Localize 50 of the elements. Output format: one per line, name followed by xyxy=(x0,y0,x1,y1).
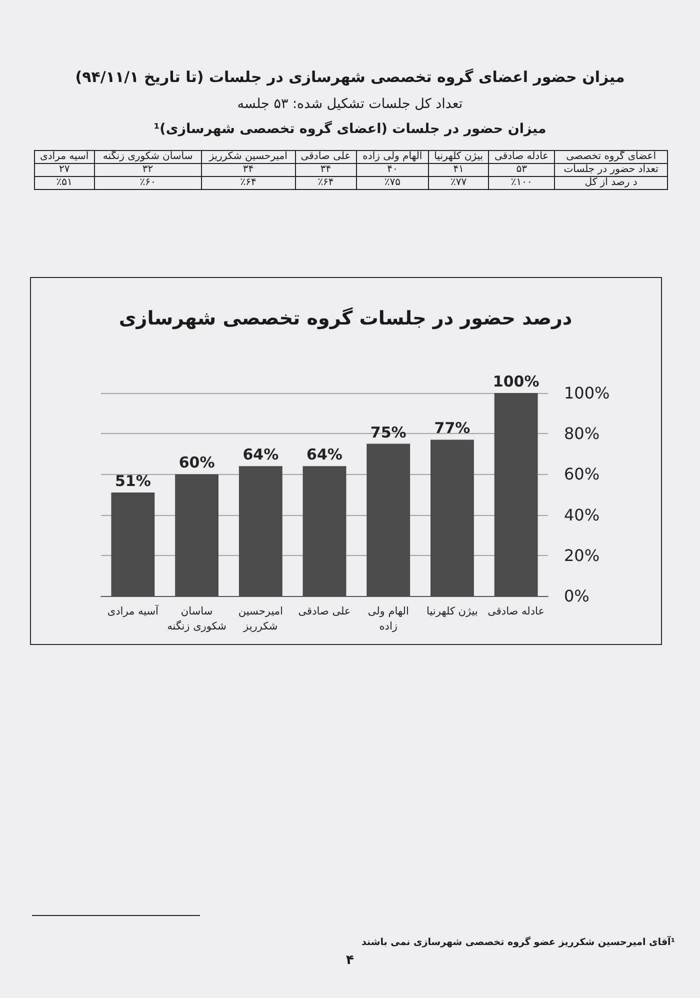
category-label: آسیه مرادی xyxy=(34,150,94,164)
data-label: ٪۶۴ xyxy=(201,176,296,190)
text: د رصد از کل xyxy=(554,176,668,190)
category-label: عادله صادقی xyxy=(488,150,555,164)
text: ¹آقای امیرحسین شکرریز عضو گروه تخصصی شهرسازی نمی باشند xyxy=(362,937,675,948)
data-label: 64% xyxy=(242,446,279,464)
x-tick-label: آسیه مرادی xyxy=(107,604,160,618)
text: ۴ xyxy=(345,953,355,968)
category-label: علی صادقی xyxy=(295,150,356,164)
text: میزان حضور اعضای گروه تخصصی شهرسازی در جلسات (تا تاریخ ۹۴/۱۱/۱) xyxy=(74,68,626,86)
category-label: بیژن کلهرنیا xyxy=(428,150,489,164)
data-label: 51% xyxy=(114,472,151,490)
data-label: 75% xyxy=(370,423,406,442)
data-label: ۳۴ xyxy=(295,164,356,176)
data-label: 77% xyxy=(434,419,470,438)
data-label: ۳۲ xyxy=(94,164,202,176)
category-label: ساسان شکوری زنگنه xyxy=(94,150,202,164)
data-label: ٪۱۰۰ xyxy=(488,176,555,190)
category-label: امیرحسین شکرریز xyxy=(201,150,296,164)
data-label: ٪۶۰ xyxy=(94,176,202,190)
data-label: ۵۳ xyxy=(488,164,555,176)
y-tick-label: 60% xyxy=(564,464,600,484)
y-tick-label: 0% xyxy=(564,586,590,606)
text: تعداد حضور در جلسات xyxy=(554,164,668,176)
y-tick-label: 80% xyxy=(564,424,600,444)
data-label: ٪۵۱ xyxy=(34,176,94,190)
y-tick-label: 100% xyxy=(564,384,610,402)
text: اعضای گروه تخصصی xyxy=(554,150,668,164)
data-label: ۳۴ xyxy=(201,164,296,176)
y-tick-label: 20% xyxy=(564,546,600,565)
data-label: 100% xyxy=(492,372,540,390)
data-label: 64% xyxy=(306,446,342,464)
data-label: ۴۱ xyxy=(428,164,489,176)
chart-title: درصد حضور در جلسات گروه تخصصی شهرسازی xyxy=(118,306,572,330)
data-label: ٪۷۵ xyxy=(356,176,429,190)
data-label: ٪۷۷ xyxy=(428,176,489,190)
text: تعداد کل جلسات تشکیل شده: ۵۳ جلسه xyxy=(236,96,464,112)
category-label: الهام ولی زاده xyxy=(356,150,429,164)
x-tick-label: امیرحسین شکرریز xyxy=(238,606,283,632)
x-tick-label: ساسان شکوری زنگنه xyxy=(167,606,226,632)
x-tick-label: الهام ولی زاده xyxy=(368,606,409,632)
data-label: ۴۰ xyxy=(356,164,429,176)
x-tick-label: علی صادقی xyxy=(298,606,351,618)
x-tick-label: عادله صادقی xyxy=(488,606,545,618)
data-label: ۲۷ xyxy=(34,164,94,176)
data-label: ٪۶۴ xyxy=(295,176,356,190)
data-label: 60% xyxy=(178,454,215,472)
text: میزان حضور در جلسات (اعضای گروه تخصصی شهرسازی)¹ xyxy=(152,121,548,137)
x-tick-label: بیژن کلهرنیا xyxy=(426,606,478,618)
y-tick-label: 40% xyxy=(564,505,600,524)
